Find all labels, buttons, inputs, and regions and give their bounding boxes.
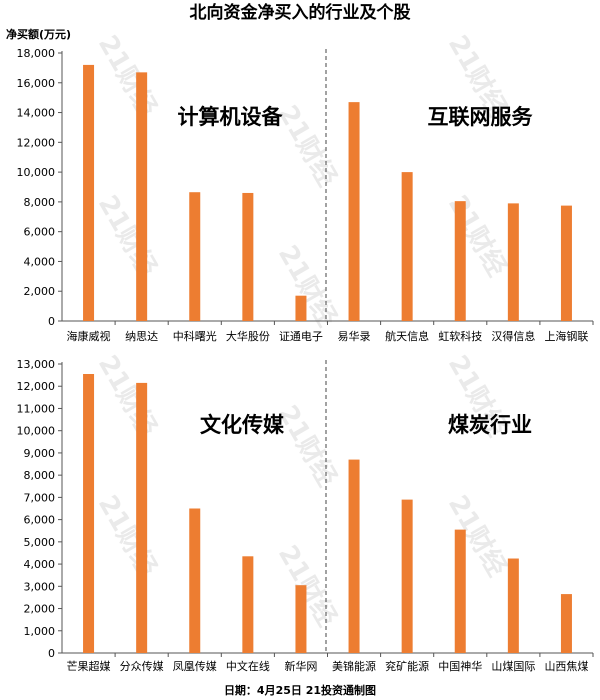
x-tick-label: 中科曙光 xyxy=(173,329,217,343)
watermark-text: 21财经 xyxy=(272,100,343,192)
bar-航天信息 xyxy=(401,172,413,321)
bar-新华网 xyxy=(295,585,307,653)
bar-兖矿能源 xyxy=(401,499,413,653)
y-tick-label: 2,000 xyxy=(24,603,56,616)
watermark-text: 21财经 xyxy=(442,490,513,582)
y-tick-label: 16,000 xyxy=(17,77,56,90)
x-tick-label: 山煤国际 xyxy=(491,660,535,673)
x-tick-label: 芒果超媒 xyxy=(67,659,111,673)
y-tick-label: 2,000 xyxy=(24,285,56,298)
x-tick-label: 凤凰传媒 xyxy=(173,660,217,673)
watermark-text: 21财经 xyxy=(92,490,163,582)
x-tick-label: 山西焦煤 xyxy=(544,660,588,673)
bar-中科曙光 xyxy=(189,192,201,321)
y-tick-label: 4,000 xyxy=(24,255,56,268)
chart-bottom: 0 1,000 2,000 3,000 4,000 5,000 6,000 7,000 8,00… xyxy=(17,358,594,673)
watermark-text: 21财经 xyxy=(442,190,513,282)
y-tick-label: 14,000 xyxy=(17,107,56,120)
y-tick-label: 13,000 xyxy=(17,358,56,371)
watermark-text: 21财经 xyxy=(92,30,163,122)
y-tick-label: 10,000 xyxy=(17,425,56,438)
y-tick-label: 0 xyxy=(48,647,55,660)
sector-label: 文化传媒 xyxy=(200,413,285,437)
x-tick-label: 易华录 xyxy=(338,329,371,343)
bar-证通电子 xyxy=(295,295,307,321)
chart-top: 0 2,000 4,000 6,000 8,000 10,000 12,000 14,000 1… xyxy=(17,47,594,343)
bar-大华股份 xyxy=(242,192,254,321)
x-tick-label: 分众传媒 xyxy=(120,660,164,673)
y-tick-label: 0 xyxy=(48,315,55,328)
x-tick-label: 中文在线 xyxy=(226,659,270,673)
y-tick-label: 18,000 xyxy=(17,47,56,60)
x-tick-label: 虹软科技 xyxy=(438,329,482,343)
bar-山西焦煤 xyxy=(560,594,572,653)
x-tick-label: 上海钢联 xyxy=(544,329,588,343)
watermark-text: 21财经 xyxy=(272,240,343,332)
bar-芒果超媒 xyxy=(83,374,95,653)
bar-中文在线 xyxy=(242,556,254,653)
y-tick-label: 9,000 xyxy=(24,447,56,460)
y-axis-label: 净买额(万元) xyxy=(6,27,71,41)
bar-中国神华 xyxy=(454,529,466,653)
y-tick-label: 1,000 xyxy=(24,625,56,638)
bar-分众传媒 xyxy=(136,382,148,653)
x-tick-label: 新华网 xyxy=(284,659,317,673)
x-tick-label: 汉得信息 xyxy=(491,329,535,343)
bar-易华录 xyxy=(348,102,360,321)
y-tick-label: 5,000 xyxy=(24,536,56,549)
y-tick-label: 4,000 xyxy=(24,558,56,571)
bar-上海钢联 xyxy=(560,205,572,321)
y-tick-label: 11,000 xyxy=(17,402,56,415)
y-tick-label: 12,000 xyxy=(17,136,56,149)
bar-纳思达 xyxy=(136,72,148,321)
bar-汉得信息 xyxy=(507,203,519,321)
x-tick-label: 中国神华 xyxy=(438,659,482,673)
x-tick-label: 大华股份 xyxy=(226,329,270,343)
footer-caption: 日期：4月25日 21投资通制图 xyxy=(224,683,376,697)
sector-label: 互联网服务 xyxy=(428,105,534,129)
y-tick-label: 3,000 xyxy=(24,580,56,593)
bar-虹软科技 xyxy=(454,201,466,321)
y-tick-label: 10,000 xyxy=(17,166,56,179)
bar-美锦能源 xyxy=(348,459,360,653)
x-tick-label: 海康威视 xyxy=(67,329,111,343)
y-tick-label: 7,000 xyxy=(24,491,56,504)
x-tick-label: 证通电子 xyxy=(279,330,323,343)
watermark-text: 21财经 xyxy=(272,540,343,632)
y-tick-label: 8,000 xyxy=(24,469,56,482)
y-tick-label: 8,000 xyxy=(24,196,56,209)
bar-海康威视 xyxy=(83,64,95,322)
x-tick-label: 美锦能源 xyxy=(332,659,376,673)
bar-山煤国际 xyxy=(507,558,519,653)
y-tick-label: 6,000 xyxy=(24,226,56,239)
y-tick-label: 12,000 xyxy=(17,380,56,393)
bar-凤凰传媒 xyxy=(189,508,201,653)
x-tick-label: 兖矿能源 xyxy=(385,659,429,673)
x-tick-label: 纳思达 xyxy=(125,330,158,343)
sector-label: 计算机设备 xyxy=(178,105,284,129)
sector-label: 煤炭行业 xyxy=(448,413,532,437)
chart-title: 北向资金净买入的行业及个股 xyxy=(190,2,411,23)
y-tick-label: 6,000 xyxy=(24,514,56,527)
watermark-text: 21财经 xyxy=(92,350,163,442)
x-tick-label: 航天信息 xyxy=(385,329,429,343)
watermark-text: 21财经 xyxy=(92,190,163,282)
